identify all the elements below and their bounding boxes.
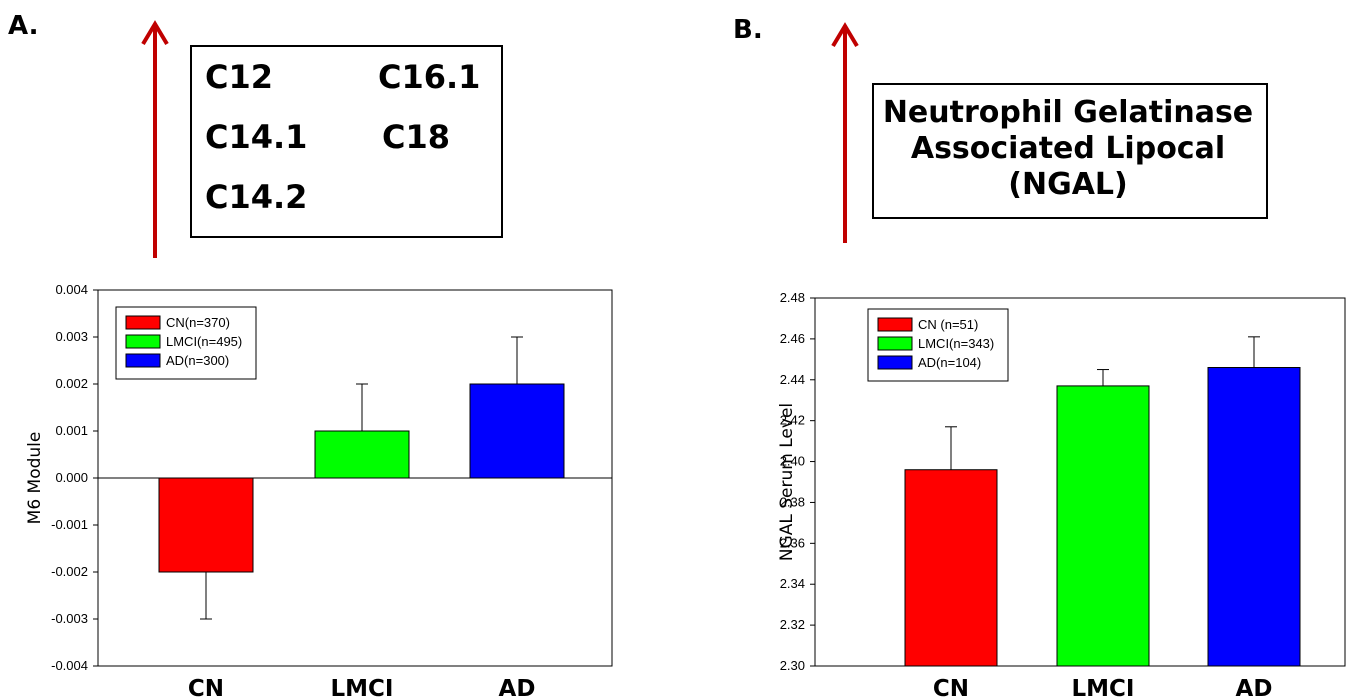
chart-b-legend-swatch-lmci — [877, 336, 913, 351]
chart-b-legend-swatch-cn — [877, 317, 913, 332]
chart-a-y-tick-label: 0.002 — [55, 376, 88, 391]
chart-a-legend-label-lmci: LMCI(n=495) — [166, 334, 242, 349]
chart-b-y-tick-label: 2.46 — [780, 331, 805, 346]
chart-b: 2.30 2.32 2.34 2.36 2.38 2.40 2.42 2.44 2.46 2.48… — [777, 290, 1346, 698]
up-arrow-head-icon — [141, 20, 169, 46]
chart-a: -0.004 -0.003 -0.002 -0.001 0.000 0.001 0.002 0… — [25, 282, 613, 698]
panel-b: B. Neutrophil Gelatinase Associated Lipo… — [733, 15, 1346, 698]
chart-a-legend-label-ad: AD(n=300) — [166, 353, 229, 368]
chart-b-bar-lmci — [1056, 385, 1150, 667]
chart-b-bar-ad — [1207, 367, 1301, 667]
chart-a-legend-swatch-lmci — [125, 334, 161, 349]
chart-a-bar-lmci — [314, 430, 410, 479]
ngal-box-line-2: Associated Lipocal — [911, 131, 1225, 166]
chart-b-y-axis-label: NGAL Serum Level — [777, 403, 797, 561]
chart-a-y-tick-label: 0.004 — [55, 282, 88, 297]
chart-a-bar-cn — [158, 477, 254, 573]
chart-b-y-tick-label: 2.32 — [780, 617, 805, 632]
chart-b-category-label-ad: AD — [1236, 676, 1273, 698]
chart-b-y-tick-label: 2.44 — [780, 372, 805, 387]
chart-a-y-tick-label: -0.002 — [51, 564, 88, 579]
chart-b-legend-label-lmci: LMCI(n=343) — [918, 336, 994, 351]
ngal-box-line-3: (NGAL) — [1008, 167, 1128, 202]
chart-a-category-label-ad: AD — [499, 676, 536, 698]
chart-b-y-tick-label: 2.48 — [780, 290, 805, 305]
chart-b-y-tick-label: 2.34 — [780, 576, 805, 591]
chart-a-category-label-lmci: LMCI — [331, 676, 394, 698]
chart-b-category-label-cn: CN — [933, 676, 969, 698]
chart-a-y-axis-label: M6 Module — [25, 432, 45, 525]
box-item-c14-2: C14.2 — [205, 178, 307, 216]
chart-a-y-tick-label: 0.001 — [55, 423, 88, 438]
panel-b-letter: B. — [733, 15, 763, 45]
chart-a-legend-label-cn: CN(n=370) — [166, 315, 230, 330]
panel-a-letter: A. — [8, 11, 38, 41]
up-arrow-head-icon — [831, 22, 859, 48]
chart-b-bar-cn — [904, 469, 998, 667]
box-item-c14-1: C14.1 — [205, 118, 307, 156]
chart-b-y-tick-label: 2.36 — [780, 535, 805, 550]
chart-a-y-tick-label: -0.003 — [51, 611, 88, 626]
chart-b-legend-label-ad: AD(n=104) — [918, 355, 981, 370]
chart-b-y-tick-label: 2.42 — [780, 413, 805, 428]
chart-a-bar-ad — [469, 383, 565, 479]
panel-a: A. C12 C16.1 C14.1 C18 C14.2 -0.004-0.00… — [8, 11, 613, 698]
chart-a-y-tick-label: -0.004 — [51, 658, 88, 673]
chart-a-legend-swatch-cn — [125, 315, 161, 330]
chart-b-category-label-lmci: LMCI — [1072, 676, 1135, 698]
box-item-c12: C12 — [205, 58, 273, 96]
ngal-box — [872, 83, 1268, 219]
chart-a-y-tick-label: 0.003 — [55, 329, 88, 344]
chart-b-legend-swatch-ad — [877, 355, 913, 370]
chart-b-y-tick-label: 2.40 — [780, 454, 805, 469]
chart-a-y-tick-label: -0.001 — [51, 517, 88, 532]
chart-a-legend-swatch-ad — [125, 353, 161, 368]
box-item-c18: C18 — [382, 118, 450, 156]
chart-b-y-tick-label: 2.38 — [780, 494, 805, 509]
fatty-acid-box — [190, 45, 503, 238]
chart-a-category-label-cn: CN — [188, 676, 224, 698]
box-item-c16-1: C16.1 — [378, 58, 480, 96]
ngal-box-line-1: Neutrophil Gelatinase — [883, 95, 1253, 130]
chart-b-y-tick-label: 2.30 — [780, 658, 805, 673]
chart-b-legend-label-cn: CN (n=51) — [918, 317, 978, 332]
chart-a-y-tick-label: 0.000 — [55, 470, 88, 485]
